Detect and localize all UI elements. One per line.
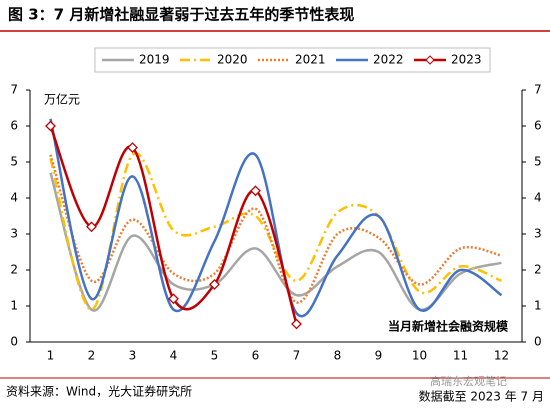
x-tick-label: 4	[170, 349, 178, 363]
y2-tick-label: 2	[534, 263, 542, 277]
legend-marker	[425, 55, 435, 65]
x-tick-label: 2	[88, 349, 96, 363]
y-tick-label: 4	[10, 191, 18, 205]
note: 数据截至 2023 年 7 月	[419, 389, 544, 404]
annotation: 当月新增社会融资规模	[388, 319, 509, 334]
y-tick-label: 1	[10, 299, 18, 313]
x-tick-label: 7	[293, 349, 301, 363]
legend-label: 2019	[139, 53, 170, 67]
legend-box	[94, 47, 491, 73]
data-point	[291, 318, 302, 330]
y-tick-label: 6	[10, 119, 18, 133]
data-point	[209, 278, 220, 290]
x-tick-label: 6	[252, 349, 260, 363]
source: 资料来源：Wind，光大证券研究所	[6, 384, 192, 399]
data-point	[250, 185, 261, 197]
data-point	[86, 221, 97, 233]
series-line	[49, 152, 502, 311]
y-tick-label: 0	[10, 335, 18, 349]
data-point	[127, 142, 138, 154]
y-axis-label: 万亿元	[44, 92, 80, 107]
watermark: 高瑞东宏观笔记	[430, 374, 507, 388]
x-tick-label: 3	[129, 349, 137, 363]
x-tick-label: 8	[334, 349, 342, 363]
y-tick-label: 7	[10, 83, 18, 97]
x-tick-label: 9	[375, 349, 383, 363]
series-line	[49, 118, 503, 318]
y2-tick-label: 7	[534, 83, 542, 97]
y-tick-label: 5	[10, 155, 18, 169]
chart-title: 图 3：7 月新增社融显著弱于过去五年的季节性表现	[8, 6, 354, 24]
series-line	[49, 154, 502, 304]
x-tick-label: 11	[453, 349, 468, 363]
data-point	[168, 293, 179, 305]
y2-tick-label: 1	[534, 299, 542, 313]
legend-label: 2021	[295, 53, 326, 67]
legend-label: 2020	[217, 53, 248, 67]
y2-tick-label: 6	[534, 119, 542, 133]
y2-tick-label: 0	[534, 335, 542, 349]
x-tick-label: 12	[494, 349, 509, 363]
x-tick-label: 10	[412, 349, 427, 363]
y2-tick-label: 3	[534, 227, 542, 241]
legend-label: 2023	[451, 53, 482, 67]
legend-label: 2022	[373, 53, 404, 67]
y2-tick-label: 5	[534, 155, 542, 169]
x-tick-label: 1	[47, 349, 55, 363]
y-tick-label: 2	[10, 263, 18, 277]
y-tick-label: 3	[10, 227, 18, 241]
x-tick-label: 5	[211, 349, 219, 363]
data-point	[45, 120, 56, 132]
y2-tick-label: 4	[534, 191, 542, 205]
